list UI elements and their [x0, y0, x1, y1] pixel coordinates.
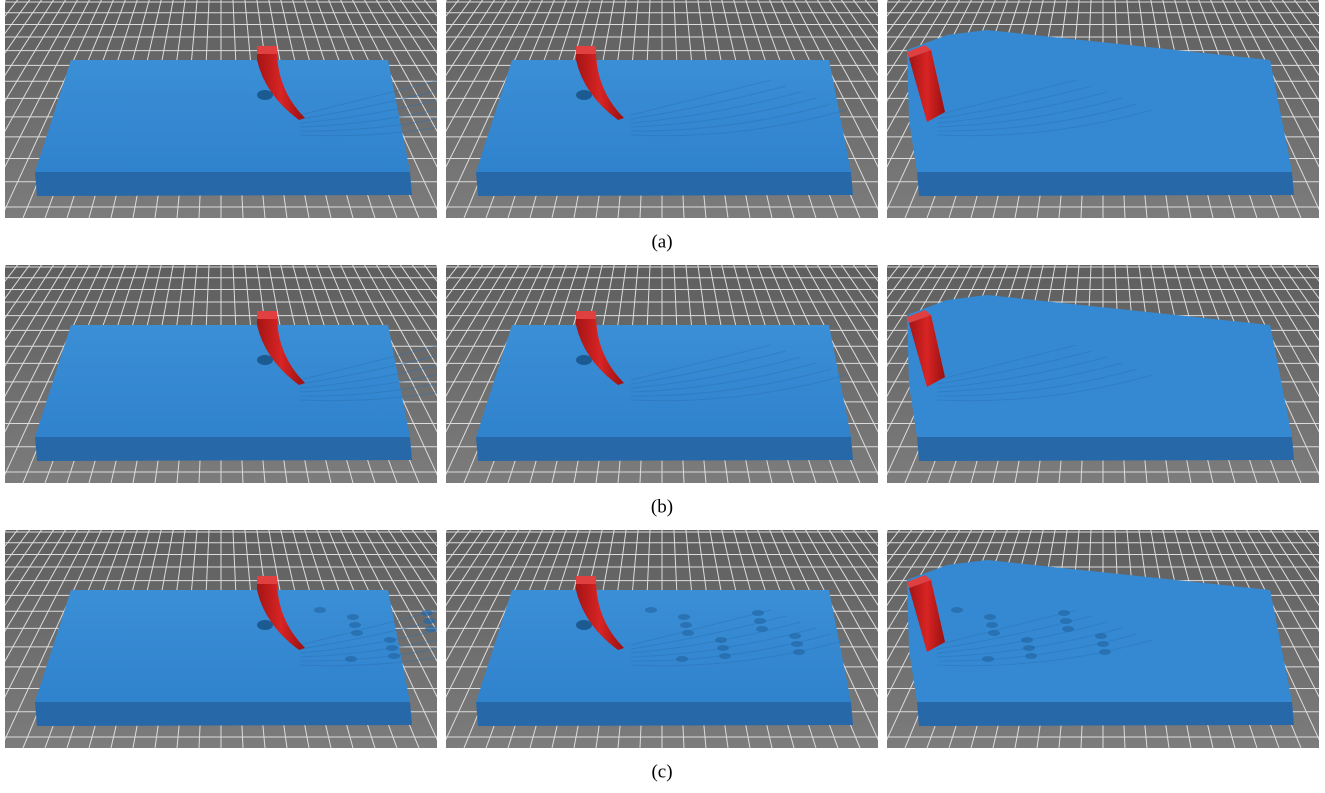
splash [1025, 653, 1037, 659]
paddle-top [257, 311, 277, 319]
splash [715, 637, 727, 643]
splash [345, 656, 357, 662]
water-top [476, 325, 851, 437]
splash [645, 607, 657, 613]
hull-shadow [257, 620, 273, 630]
splash [680, 622, 692, 628]
splash [676, 656, 688, 662]
water-top [35, 325, 410, 437]
splash [384, 637, 396, 643]
splash [386, 645, 398, 651]
splash [421, 610, 433, 616]
panels [0, 0, 1325, 748]
water-side [917, 172, 1294, 196]
splash [1095, 633, 1107, 639]
water-side [476, 172, 853, 196]
splash [388, 653, 400, 659]
splash [1021, 637, 1033, 643]
splash [1097, 641, 1109, 647]
splash [682, 630, 694, 636]
figure: (a) (b) (c) [0, 0, 1325, 788]
water-top [476, 60, 851, 172]
water-side [476, 437, 853, 461]
paddle-top [576, 46, 596, 54]
splash [719, 653, 731, 659]
splash [793, 649, 805, 655]
splash [984, 614, 996, 620]
splash [349, 622, 361, 628]
caption: (a) [651, 231, 672, 252]
water-side [476, 702, 853, 726]
hull-shadow [257, 90, 273, 100]
splash [678, 614, 690, 620]
splash [1023, 645, 1035, 651]
splash [789, 633, 801, 639]
splash [982, 656, 994, 662]
caption: (c) [651, 761, 672, 782]
splash [756, 626, 768, 632]
splash [351, 630, 363, 636]
hull-shadow [257, 355, 273, 365]
splash [314, 607, 326, 613]
splash [986, 622, 998, 628]
splash [951, 607, 963, 613]
paddle-top [257, 576, 277, 584]
splash [1062, 626, 1074, 632]
splash [1060, 618, 1072, 624]
hull-shadow [576, 355, 592, 365]
paddle-top [576, 576, 596, 584]
water-side [35, 437, 412, 461]
splash [988, 630, 1000, 636]
water-side [35, 172, 412, 196]
hull-shadow [576, 620, 592, 630]
splash [717, 645, 729, 651]
splash [347, 614, 359, 620]
water-side [917, 437, 1294, 461]
splash [754, 618, 766, 624]
page: (a) (b) (c) (() => { const data = JSON.p… [0, 0, 1325, 788]
splash [1099, 649, 1111, 655]
splash [423, 618, 435, 624]
water-top [35, 60, 410, 172]
caption: (b) [651, 496, 673, 517]
water-side [35, 702, 412, 726]
water-side [917, 702, 1294, 726]
splash [791, 641, 803, 647]
hull-shadow [576, 90, 592, 100]
splash [425, 626, 437, 632]
splash [1058, 610, 1070, 616]
paddle-top [576, 311, 596, 319]
water-top [35, 590, 410, 702]
paddle-top [257, 46, 277, 54]
splash [752, 610, 764, 616]
